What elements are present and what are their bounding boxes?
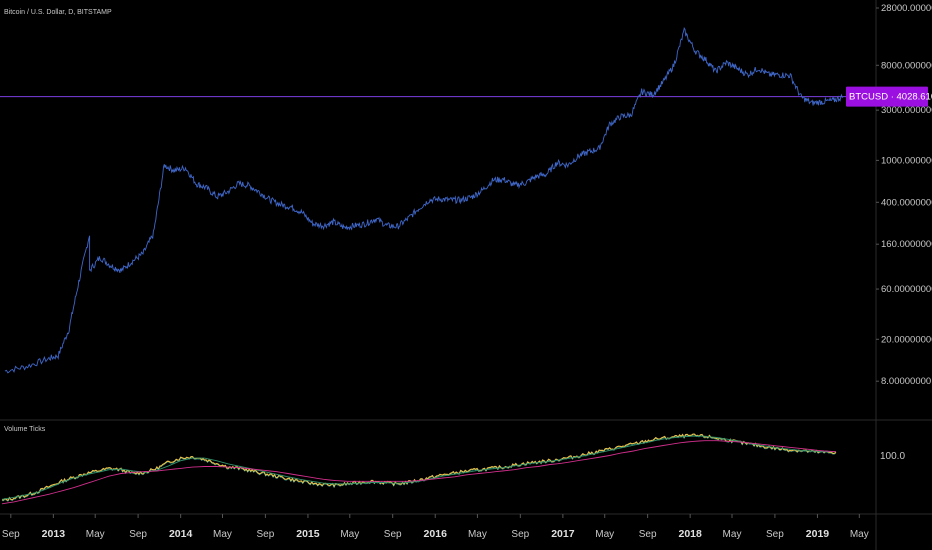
x-tick-label: May <box>595 529 614 540</box>
x-tick-label: 2016 <box>424 528 448 540</box>
price-pane[interactable] <box>0 27 932 421</box>
indicator-axis-label: 100.0 <box>880 451 905 462</box>
price-line <box>4 27 844 374</box>
price-badge: BTCUSD · 4028.61000000 <box>846 86 932 107</box>
y-tick-label: 400.00000000 <box>881 197 932 208</box>
y-tick-label: 3000.00000000 <box>881 105 932 116</box>
x-tick-label: Sep <box>766 529 784 540</box>
x-tick-label: May <box>468 529 487 540</box>
y-tick-label: 20.00000000 <box>881 334 932 345</box>
x-tick-label: 2018 <box>678 528 702 540</box>
y-tick-label: 8000.00000000 <box>881 60 932 71</box>
x-tick-label: May <box>723 529 742 540</box>
x-tick-label: Sep <box>639 529 657 540</box>
symbol-info: Bitcoin / U.S. Dollar, D, BITSTAMP <box>4 9 112 16</box>
x-tick-label: Sep <box>129 529 147 540</box>
x-tick-label: 2017 <box>551 528 575 540</box>
x-tick-label: May <box>340 529 359 540</box>
x-tick-label: Sep <box>256 529 274 540</box>
y-tick-label: 28000.00000000 <box>881 3 932 14</box>
x-tick-label: 2015 <box>296 528 320 540</box>
x-tick-label: Sep <box>384 529 402 540</box>
indicator-pane[interactable] <box>1 433 837 505</box>
indicator-label: Volume Ticks <box>4 426 46 433</box>
x-tick-label: May <box>213 529 232 540</box>
time-axis[interactable]: Sep 2013 May Sep 2014 May Sep 2015 May Sep 2016 May… <box>0 513 932 540</box>
x-tick-label: May <box>850 529 869 540</box>
y-tick-label: 60.00000000 <box>881 284 932 295</box>
y-tick-label: 1000.00000000 <box>881 155 932 166</box>
x-tick-label: 2013 <box>42 528 66 540</box>
x-tick-label: 2019 <box>806 528 830 540</box>
y-tick-label: 160.00000000 <box>881 239 932 250</box>
price-badge-text: BTCUSD · 4028.61000000 <box>849 92 932 103</box>
x-tick-label: Sep <box>511 529 529 540</box>
x-tick-label: 2014 <box>169 528 193 540</box>
x-tick-label: May <box>86 529 105 540</box>
y-tick-label: 8.00000000 <box>881 376 931 387</box>
indicator-line-slow <box>1 440 837 505</box>
x-tick-label: Sep <box>2 529 20 540</box>
